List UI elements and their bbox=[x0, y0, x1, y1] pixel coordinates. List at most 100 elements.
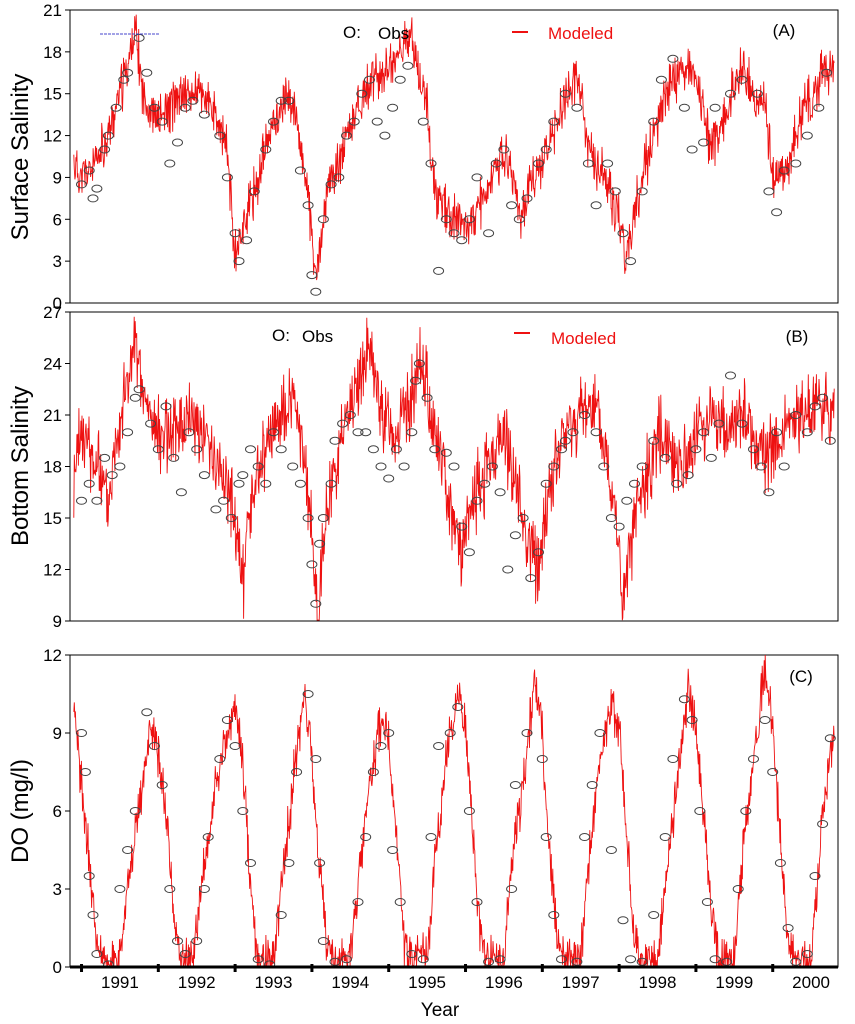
observed-point-c bbox=[790, 957, 802, 966]
observed-point-b bbox=[367, 445, 379, 454]
observed-point-b bbox=[133, 385, 145, 394]
observed-point-c bbox=[494, 955, 506, 964]
observed-point-b bbox=[83, 479, 95, 488]
panel-b-observed-series bbox=[76, 359, 836, 608]
xtick-label: 1998 bbox=[639, 973, 677, 992]
observed-point-a bbox=[333, 173, 345, 182]
observed-point-b bbox=[548, 462, 560, 471]
ytick-label: 0 bbox=[53, 958, 62, 977]
observed-point-c bbox=[141, 708, 153, 717]
ytick-label: 3 bbox=[53, 252, 62, 271]
observed-point-a bbox=[483, 229, 495, 238]
observed-point-a bbox=[821, 68, 832, 77]
observed-point-b bbox=[509, 531, 521, 540]
observed-point-b bbox=[771, 428, 783, 437]
observed-point-b bbox=[479, 479, 491, 488]
observed-point-b bbox=[198, 471, 210, 480]
observed-point-b bbox=[287, 462, 299, 471]
observed-point-b bbox=[590, 428, 602, 437]
observed-point-a bbox=[83, 166, 95, 175]
observed-point-c bbox=[329, 957, 341, 966]
observed-point-a bbox=[667, 54, 679, 63]
panel-b-legend: O: Obs Modeled bbox=[272, 326, 616, 348]
observed-point-a bbox=[617, 229, 629, 238]
observed-point-a bbox=[433, 266, 445, 275]
panel-a-frame bbox=[69, 9, 839, 304]
observed-point-a bbox=[655, 75, 667, 84]
observed-point-a bbox=[790, 159, 802, 168]
observed-point-a bbox=[221, 173, 233, 182]
observed-point-b bbox=[99, 453, 111, 462]
ytick-label: 9 bbox=[53, 724, 62, 743]
observed-point-a bbox=[233, 257, 245, 266]
observed-point-a bbox=[99, 145, 111, 154]
legend-obs-marker-b: O: bbox=[272, 326, 290, 345]
xtick-label: 1996 bbox=[485, 973, 523, 992]
observed-point-c bbox=[76, 729, 87, 737]
observed-point-b bbox=[268, 428, 279, 437]
observed-point-c bbox=[406, 950, 418, 958]
observed-point-a bbox=[172, 138, 183, 147]
observed-point-a bbox=[110, 103, 122, 112]
observed-point-c bbox=[521, 729, 533, 737]
observed-point-b bbox=[671, 479, 683, 488]
observed-point-a bbox=[187, 96, 199, 105]
observed-point-a bbox=[440, 215, 452, 224]
observed-point-c bbox=[548, 911, 560, 919]
panel-c-observed-series bbox=[76, 690, 836, 969]
ytick-label: 24 bbox=[43, 355, 62, 374]
observed-point-a bbox=[636, 187, 648, 196]
observed-point-c bbox=[540, 833, 552, 841]
xtick-label: 1994 bbox=[331, 973, 369, 992]
observed-point-b bbox=[145, 419, 157, 428]
observed-point-a bbox=[725, 89, 736, 98]
observed-point-c bbox=[283, 859, 295, 867]
observed-point-c bbox=[444, 729, 456, 737]
observed-point-c bbox=[686, 716, 698, 724]
observed-point-b bbox=[421, 393, 433, 402]
observed-point-b bbox=[613, 522, 625, 531]
observed-point-c bbox=[721, 957, 733, 966]
observed-point-b bbox=[763, 488, 775, 497]
observed-point-c bbox=[701, 898, 713, 906]
observed-point-c bbox=[375, 742, 387, 750]
panel-a: 0 3 6 9 12 15 18 21 Surface Salinity (A) O: Obs… bbox=[7, 1, 839, 313]
observed-point-b bbox=[237, 471, 249, 480]
observed-point-b bbox=[817, 393, 829, 402]
observed-point-c bbox=[483, 957, 495, 966]
observed-point-c bbox=[817, 820, 829, 828]
observed-point-c bbox=[452, 703, 464, 711]
observed-point-b bbox=[260, 479, 272, 488]
observed-point-a bbox=[417, 117, 429, 126]
observed-point-a bbox=[456, 236, 468, 245]
observed-point-c bbox=[83, 872, 95, 880]
observed-point-a bbox=[590, 201, 602, 210]
observed-point-a bbox=[294, 166, 306, 175]
panel-b-ylabel: Bottom Salinity bbox=[7, 386, 34, 546]
observed-point-a bbox=[506, 201, 518, 210]
observed-point-c bbox=[506, 885, 518, 893]
observed-point-c bbox=[129, 807, 141, 815]
ytick-label: 6 bbox=[53, 210, 62, 229]
x-axis-label: Year bbox=[421, 1000, 460, 1021]
observed-point-c bbox=[767, 768, 779, 776]
observed-point-b bbox=[533, 548, 544, 557]
observed-point-a bbox=[778, 166, 790, 175]
observed-point-a bbox=[214, 131, 226, 140]
observed-point-c bbox=[471, 898, 483, 906]
xtick-label: 1999 bbox=[715, 973, 753, 992]
observed-point-a bbox=[379, 131, 391, 140]
observed-point-b bbox=[559, 436, 571, 445]
observed-point-b bbox=[778, 462, 790, 471]
observed-point-c bbox=[694, 807, 706, 815]
panel-a-label: (A) bbox=[773, 21, 796, 40]
observed-point-b bbox=[337, 419, 349, 428]
observed-point-a bbox=[709, 103, 721, 112]
observed-point-a bbox=[540, 145, 552, 154]
observed-point-c bbox=[341, 955, 352, 964]
observed-point-a bbox=[268, 117, 279, 126]
observed-point-b bbox=[621, 496, 633, 505]
xtick-label: 1997 bbox=[562, 973, 600, 992]
observed-point-a bbox=[698, 138, 710, 147]
